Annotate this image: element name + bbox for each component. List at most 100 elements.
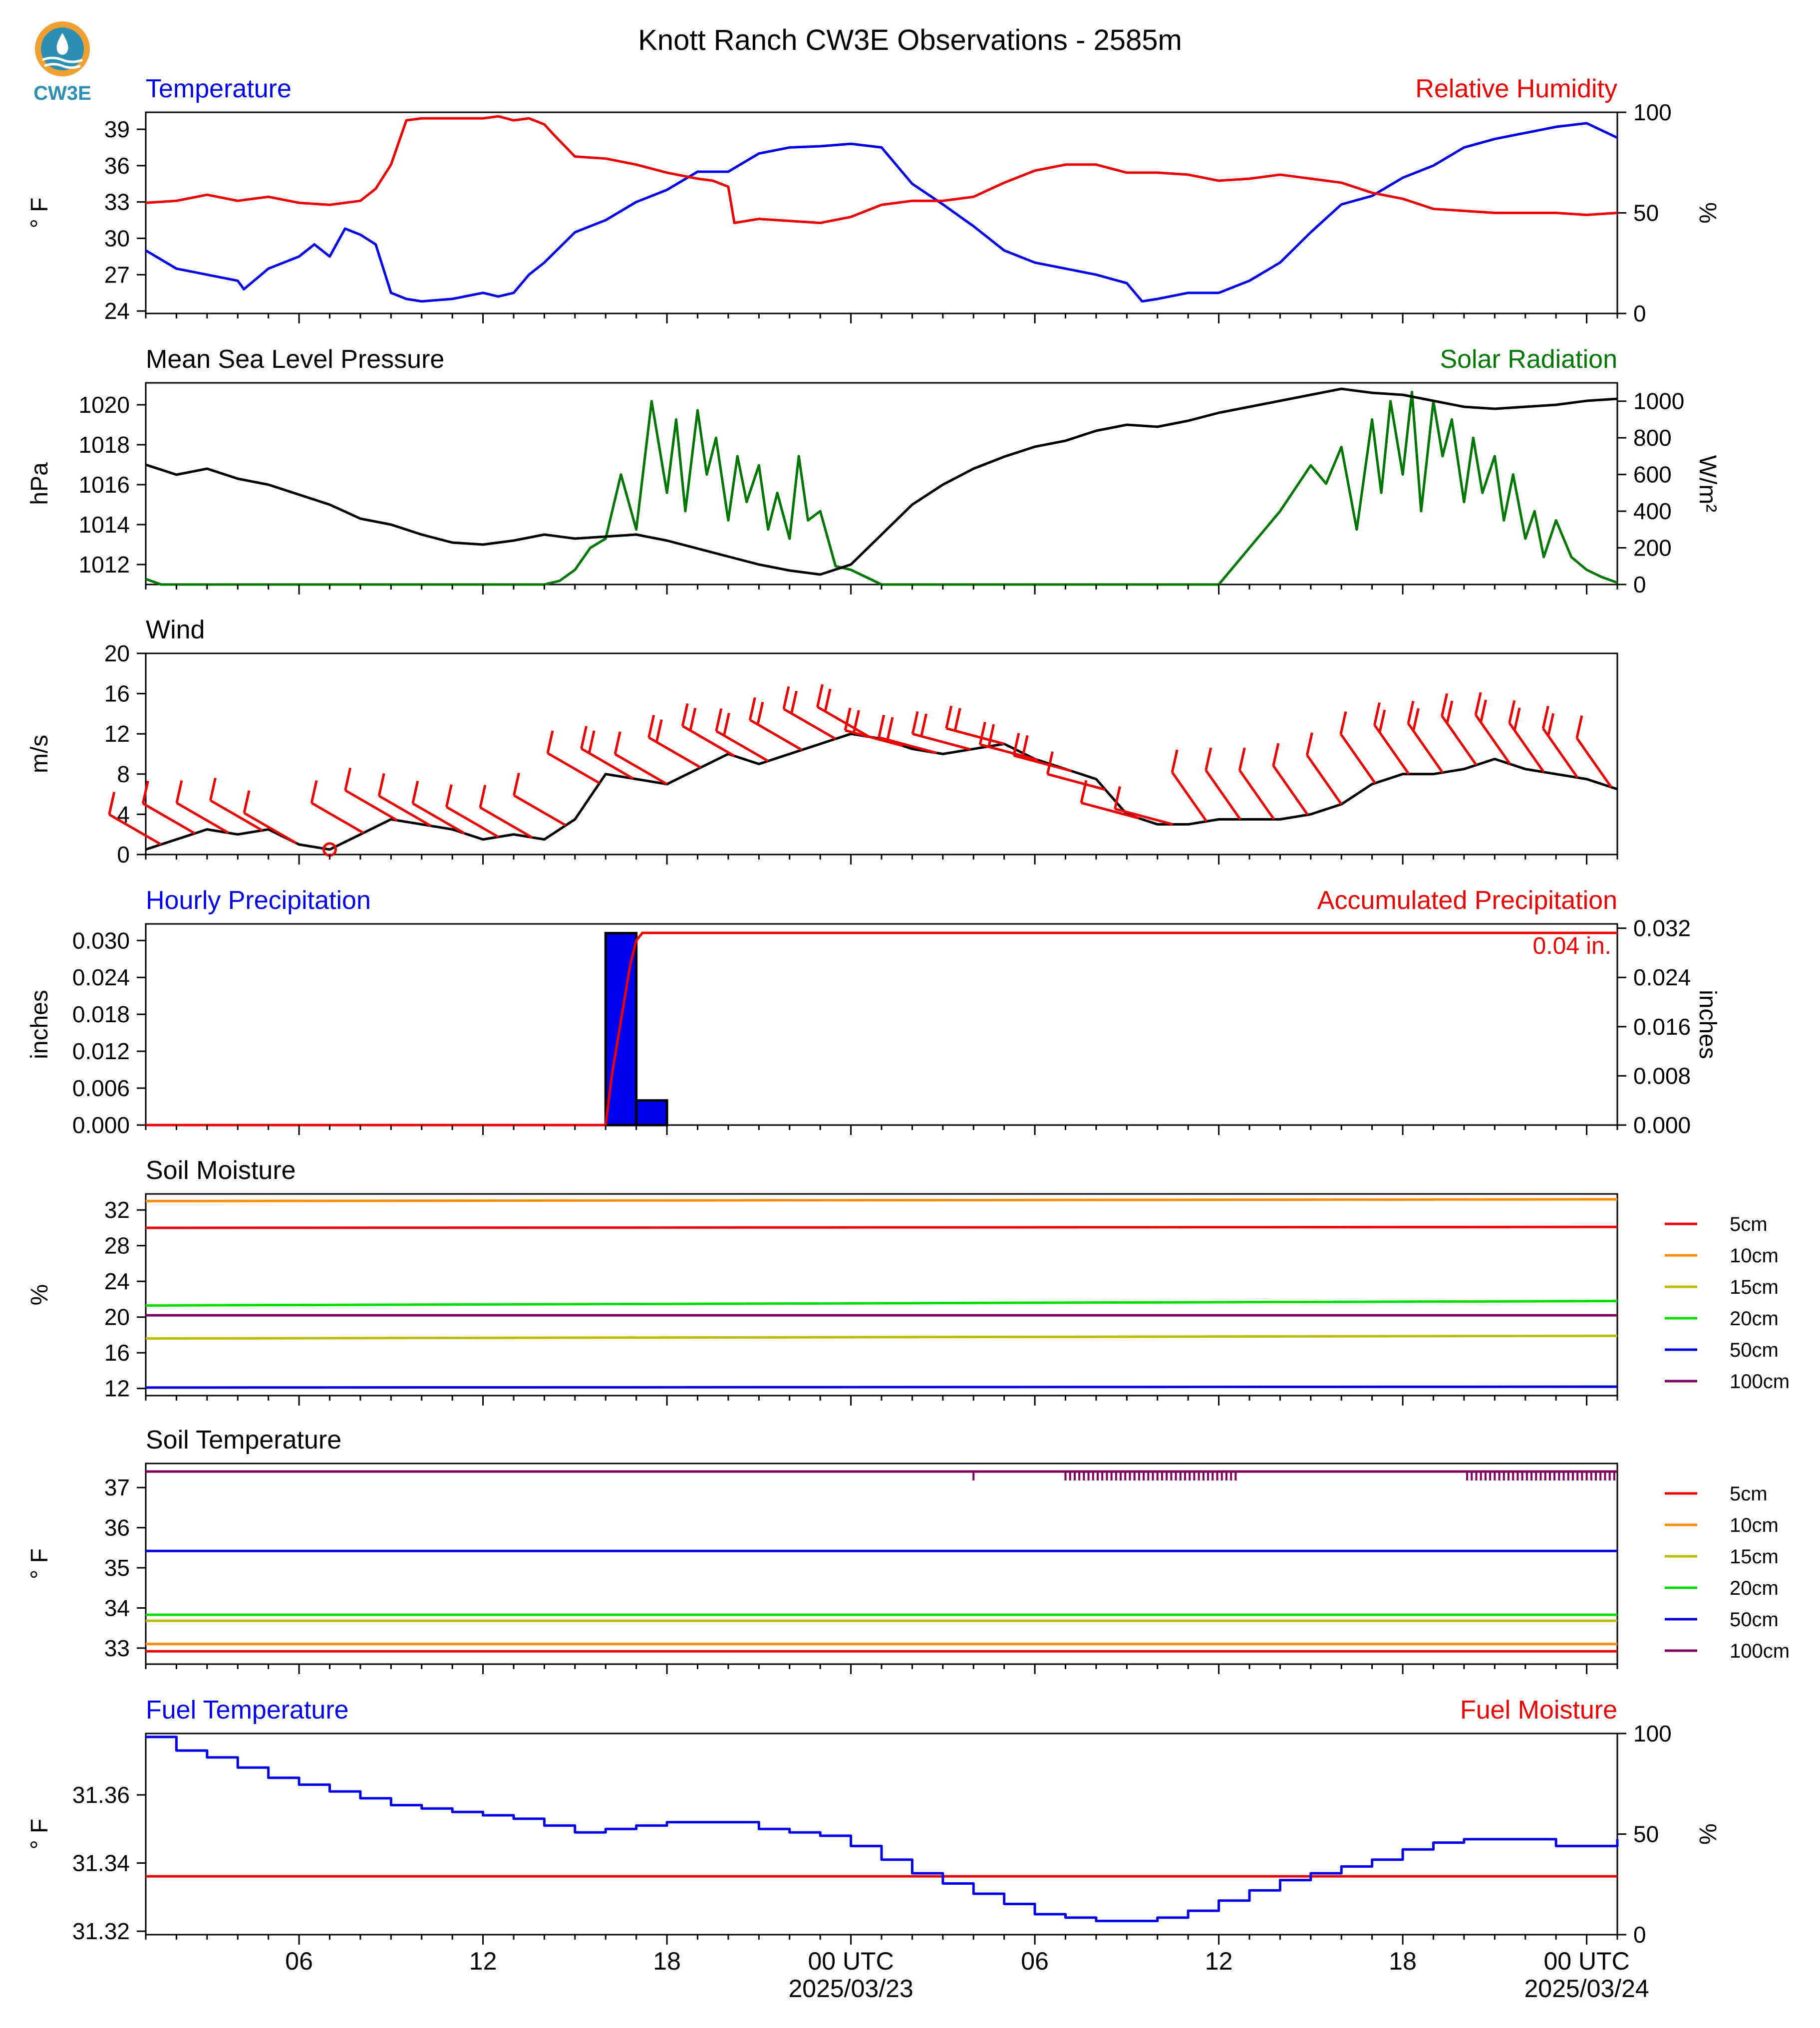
barb-shaft <box>1339 733 1376 784</box>
barb-shaft <box>344 789 398 822</box>
soil-moisture-panel <box>145 1193 1618 1397</box>
barb-flag <box>886 717 894 740</box>
barb-flag <box>1021 735 1029 758</box>
y-tick-label: 0 <box>117 842 130 868</box>
barb-flag <box>344 767 352 791</box>
wind-barb <box>243 790 297 844</box>
barb-flag <box>1114 786 1121 810</box>
barb-flag <box>1080 780 1088 803</box>
panel-title-left: Wind <box>146 615 205 644</box>
soil-moisture-line <box>145 1385 1618 1389</box>
wind-barb <box>1407 700 1444 774</box>
y-tick-label: 32 <box>104 1197 130 1223</box>
wind-barb <box>748 697 803 751</box>
barb-flag <box>175 780 183 804</box>
y-tick-label-right: 600 <box>1633 462 1672 488</box>
panel-title-right: Accumulated Precipitation <box>1317 886 1617 915</box>
barb-shaft <box>1047 773 1106 791</box>
barb-shaft <box>1407 723 1444 774</box>
wind-barb <box>411 781 465 835</box>
x-tick-label: 18 <box>653 1947 681 1975</box>
y-tick-label-right: 200 <box>1633 535 1672 561</box>
barb-flag <box>513 773 520 796</box>
barb-flag <box>613 731 621 755</box>
barb-flag <box>1171 749 1179 773</box>
x-tick-label: 06 <box>1021 1947 1049 1975</box>
y-tick-label: 16 <box>104 681 130 707</box>
barb-flag <box>978 721 986 745</box>
humidity-line <box>145 115 1618 225</box>
barb-shaft <box>1013 754 1072 773</box>
wind-barb <box>1272 743 1309 816</box>
legend-label: 20cm <box>1730 1577 1779 1599</box>
y-tick-label-right: 0.032 <box>1633 915 1691 941</box>
panel-title-right: Solar Radiation <box>1440 345 1617 374</box>
wind-barb <box>1205 747 1241 820</box>
y-tick-label: 12 <box>104 721 130 747</box>
y-tick-label: 28 <box>104 1233 130 1259</box>
y-tick-label: 31.34 <box>72 1850 130 1876</box>
y-tick-label-right: 0 <box>1633 572 1646 597</box>
legend-label: 50cm <box>1730 1339 1779 1361</box>
y-tick-label-right: 100 <box>1633 1721 1672 1746</box>
wind-barb <box>1046 751 1106 791</box>
barb-flag <box>310 780 318 804</box>
barb-flag <box>588 730 596 754</box>
wind-barb <box>911 711 971 751</box>
barb-flag <box>1412 708 1420 731</box>
y-tick-label: 16 <box>104 1340 130 1366</box>
y-tick-label: 1018 <box>79 432 130 458</box>
barb-flag <box>689 707 697 731</box>
y-tick-label-right: 1000 <box>1633 388 1684 414</box>
y-tick-label: 20 <box>104 1304 130 1330</box>
panel-title-right: Fuel Moisture <box>1460 1696 1617 1725</box>
barb-flag <box>748 697 756 720</box>
barb-shaft <box>176 802 230 834</box>
accumulated-total-label: 0.04 in. <box>1533 933 1611 959</box>
fuel-temperature-line <box>146 1736 1619 1923</box>
y-tick-label-right: 100 <box>1633 99 1672 125</box>
barb-flag <box>1508 700 1516 724</box>
barb-shaft <box>412 802 465 835</box>
y-axis-label-right: W/m² <box>1694 455 1721 513</box>
barb-shaft <box>749 719 803 751</box>
barb-flag <box>756 701 764 725</box>
y-tick-label: 24 <box>104 298 130 324</box>
y-tick-label: 31.32 <box>72 1918 130 1944</box>
barb-flag <box>1407 700 1415 724</box>
soil-moisture-line <box>145 1334 1618 1340</box>
y-tick-label: 34 <box>104 1595 130 1621</box>
y-tick-label: 27 <box>104 262 130 288</box>
cw3e-logo: CW3E <box>33 21 91 104</box>
wind-barb <box>513 773 567 827</box>
barb-shaft <box>310 802 364 834</box>
barb-flag <box>655 719 663 743</box>
wind-barb <box>878 714 937 754</box>
barb-flag <box>1513 707 1521 731</box>
barb-flag <box>1378 709 1386 733</box>
barb-shaft <box>1272 765 1309 816</box>
barb-flag <box>1046 751 1054 775</box>
legend-label: 15cm <box>1730 1276 1779 1298</box>
barb-flag <box>209 778 217 801</box>
wind-barb <box>647 715 701 769</box>
y-tick-label: 1014 <box>79 512 130 538</box>
wind-barb <box>1441 693 1478 766</box>
barb-shaft <box>1238 769 1275 820</box>
barb-flag <box>243 790 251 814</box>
y-tick-label-right: 400 <box>1633 498 1672 524</box>
y-tick-label-right: 0 <box>1633 300 1646 326</box>
y-tick-label: 0.012 <box>72 1038 130 1064</box>
barb-flag <box>1446 700 1454 724</box>
legend-label: 100cm <box>1730 1371 1790 1393</box>
barb-flag <box>1547 713 1555 736</box>
wind-barb <box>141 781 196 835</box>
wind-barb <box>1114 786 1174 826</box>
barb-flag <box>1441 693 1449 716</box>
barb-flag <box>580 726 588 749</box>
y-tick-label: 1020 <box>79 392 130 418</box>
y-tick-label-right: 0.024 <box>1633 964 1691 990</box>
legend-label: 15cm <box>1730 1546 1779 1568</box>
barb-shaft <box>210 799 263 832</box>
y-tick-label: 39 <box>104 116 130 142</box>
